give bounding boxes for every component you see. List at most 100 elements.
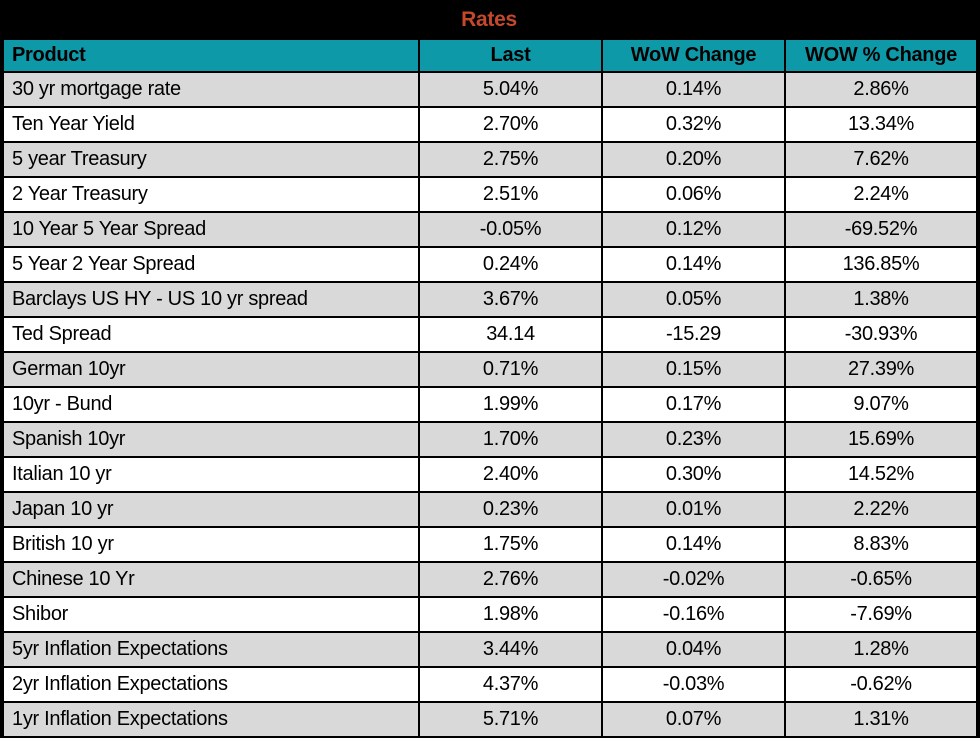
wow-change-cell: 0.06%	[601, 176, 786, 213]
last-value-cell: 1.98%	[418, 596, 603, 633]
product-cell: 1yr Inflation Expectations	[2, 701, 420, 738]
table-row: Shibor 1.98% -0.16% -7.69%	[2, 596, 978, 633]
table-row: 1yr Inflation Expectations 5.71% 0.07% 1…	[2, 701, 978, 738]
wow-pct-change-cell: 27.39%	[784, 351, 978, 388]
product-cell: 5 Year 2 Year Spread	[2, 246, 420, 283]
wow-change-cell: -0.03%	[601, 666, 786, 703]
last-value-cell: 2.51%	[418, 176, 603, 213]
last-value-cell: 1.99%	[418, 386, 603, 423]
wow-change-cell: 0.14%	[601, 71, 786, 108]
wow-pct-change-cell: -30.93%	[784, 316, 978, 353]
wow-pct-change-cell: 2.22%	[784, 491, 978, 528]
table-title-bar: Rates	[2, 2, 976, 38]
last-value-cell: -0.05%	[418, 211, 603, 248]
product-cell: 10yr - Bund	[2, 386, 420, 423]
table-row: 5 Year 2 Year Spread 0.24% 0.14% 136.85%	[2, 246, 978, 283]
table-row: Chinese 10 Yr 2.76% -0.02% -0.65%	[2, 561, 978, 598]
wow-change-cell: 0.30%	[601, 456, 786, 493]
table-row: Japan 10 yr 0.23% 0.01% 2.22%	[2, 491, 978, 528]
product-cell: 2yr Inflation Expectations	[2, 666, 420, 703]
product-cell: Ted Spread	[2, 316, 420, 353]
product-cell: British 10 yr	[2, 526, 420, 563]
wow-change-cell: 0.14%	[601, 246, 786, 283]
product-cell: Spanish 10yr	[2, 421, 420, 458]
table-row: Italian 10 yr 2.40% 0.30% 14.52%	[2, 456, 978, 493]
product-cell: Ten Year Yield	[2, 106, 420, 143]
table-row: German 10yr 0.71% 0.15% 27.39%	[2, 351, 978, 388]
wow-change-cell: 0.17%	[601, 386, 786, 423]
table-title: Rates	[461, 8, 517, 31]
product-cell: German 10yr	[2, 351, 420, 388]
wow-pct-change-cell: 136.85%	[784, 246, 978, 283]
wow-pct-change-cell: 2.86%	[784, 71, 978, 108]
rates-table-body: 30 yr mortgage rate 5.04% 0.14% 2.86% Te…	[2, 71, 978, 738]
table-row: 2yr Inflation Expectations 4.37% -0.03% …	[2, 666, 978, 703]
column-header-wow-change: WoW Change	[601, 38, 786, 73]
product-cell: Japan 10 yr	[2, 491, 420, 528]
table-row: Ted Spread 34.14 -15.29 -30.93%	[2, 316, 978, 353]
product-cell: 30 yr mortgage rate	[2, 71, 420, 108]
product-cell: 2 Year Treasury	[2, 176, 420, 213]
product-cell: Barclays US HY - US 10 yr spread	[2, 281, 420, 318]
wow-pct-change-cell: 14.52%	[784, 456, 978, 493]
last-value-cell: 34.14	[418, 316, 603, 353]
product-cell: Shibor	[2, 596, 420, 633]
table-row: 30 yr mortgage rate 5.04% 0.14% 2.86%	[2, 71, 978, 108]
table-row: Ten Year Yield 2.70% 0.32% 13.34%	[2, 106, 978, 143]
wow-change-cell: 0.04%	[601, 631, 786, 668]
last-value-cell: 3.44%	[418, 631, 603, 668]
wow-change-cell: -0.02%	[601, 561, 786, 598]
last-value-cell: 1.70%	[418, 421, 603, 458]
last-value-cell: 0.23%	[418, 491, 603, 528]
product-cell: Italian 10 yr	[2, 456, 420, 493]
table-row: British 10 yr 1.75% 0.14% 8.83%	[2, 526, 978, 563]
last-value-cell: 3.67%	[418, 281, 603, 318]
wow-pct-change-cell: 15.69%	[784, 421, 978, 458]
wow-change-cell: 0.20%	[601, 141, 786, 178]
wow-change-cell: 0.14%	[601, 526, 786, 563]
wow-change-cell: 0.01%	[601, 491, 786, 528]
product-cell: 10 Year 5 Year Spread	[2, 211, 420, 248]
wow-pct-change-cell: -0.62%	[784, 666, 978, 703]
wow-change-cell: 0.15%	[601, 351, 786, 388]
last-value-cell: 4.37%	[418, 666, 603, 703]
header-row: Product Last WoW Change WOW % Change	[2, 38, 978, 73]
table-row: 5 year Treasury 2.75% 0.20% 7.62%	[2, 141, 978, 178]
wow-pct-change-cell: 1.28%	[784, 631, 978, 668]
product-cell: 5 year Treasury	[2, 141, 420, 178]
last-value-cell: 5.04%	[418, 71, 603, 108]
table-row: 5yr Inflation Expectations 3.44% 0.04% 1…	[2, 631, 978, 668]
last-value-cell: 1.75%	[418, 526, 603, 563]
wow-change-cell: 0.32%	[601, 106, 786, 143]
product-cell: 5yr Inflation Expectations	[2, 631, 420, 668]
wow-change-cell: 0.07%	[601, 701, 786, 738]
wow-pct-change-cell: 7.62%	[784, 141, 978, 178]
wow-change-cell: 0.23%	[601, 421, 786, 458]
wow-change-cell: 0.12%	[601, 211, 786, 248]
wow-pct-change-cell: 13.34%	[784, 106, 978, 143]
table-row: Barclays US HY - US 10 yr spread 3.67% 0…	[2, 281, 978, 318]
wow-pct-change-cell: 1.38%	[784, 281, 978, 318]
product-cell: Chinese 10 Yr	[2, 561, 420, 598]
wow-change-cell: -0.16%	[601, 596, 786, 633]
wow-change-cell: 0.05%	[601, 281, 786, 318]
last-value-cell: 2.40%	[418, 456, 603, 493]
wow-pct-change-cell: -69.52%	[784, 211, 978, 248]
wow-change-cell: -15.29	[601, 316, 786, 353]
column-header-wow-pct-change: WOW % Change	[784, 38, 978, 73]
wow-pct-change-cell: 9.07%	[784, 386, 978, 423]
wow-pct-change-cell: -7.69%	[784, 596, 978, 633]
last-value-cell: 2.76%	[418, 561, 603, 598]
last-value-cell: 2.70%	[418, 106, 603, 143]
table-row: 2 Year Treasury 2.51% 0.06% 2.24%	[2, 176, 978, 213]
wow-pct-change-cell: 8.83%	[784, 526, 978, 563]
column-header-product: Product	[2, 38, 420, 73]
rates-table: Product Last WoW Change WOW % Change 30 …	[2, 38, 978, 738]
wow-pct-change-cell: 1.31%	[784, 701, 978, 738]
column-header-last: Last	[418, 38, 603, 73]
table-row: 10 Year 5 Year Spread -0.05% 0.12% -69.5…	[2, 211, 978, 248]
last-value-cell: 0.71%	[418, 351, 603, 388]
table-row: 10yr - Bund 1.99% 0.17% 9.07%	[2, 386, 978, 423]
last-value-cell: 2.75%	[418, 141, 603, 178]
